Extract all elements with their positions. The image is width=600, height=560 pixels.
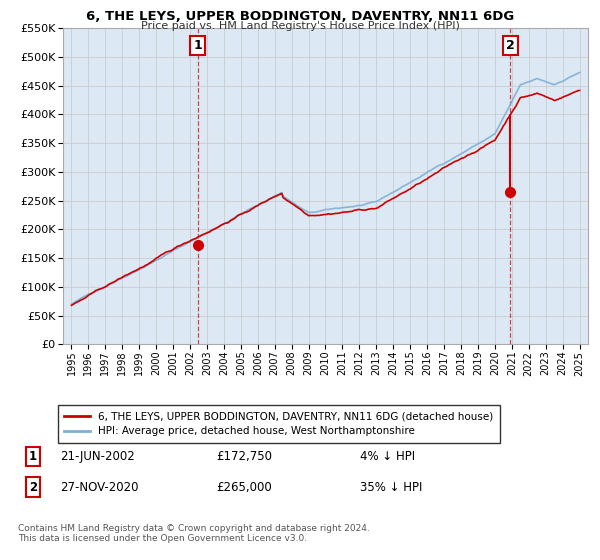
- Text: 2: 2: [506, 39, 514, 52]
- Text: 4% ↓ HPI: 4% ↓ HPI: [360, 450, 415, 463]
- Text: 21-JUN-2002: 21-JUN-2002: [60, 450, 135, 463]
- Legend: 6, THE LEYS, UPPER BODDINGTON, DAVENTRY, NN11 6DG (detached house), HPI: Average: 6, THE LEYS, UPPER BODDINGTON, DAVENTRY,…: [58, 405, 500, 443]
- Text: 1: 1: [194, 39, 202, 52]
- Text: 27-NOV-2020: 27-NOV-2020: [60, 480, 139, 494]
- Text: £265,000: £265,000: [216, 480, 272, 494]
- Text: 35% ↓ HPI: 35% ↓ HPI: [360, 480, 422, 494]
- Text: 2: 2: [29, 480, 37, 494]
- Text: £172,750: £172,750: [216, 450, 272, 463]
- Text: Price paid vs. HM Land Registry's House Price Index (HPI): Price paid vs. HM Land Registry's House …: [140, 21, 460, 31]
- Text: 1: 1: [29, 450, 37, 463]
- Text: 6, THE LEYS, UPPER BODDINGTON, DAVENTRY, NN11 6DG: 6, THE LEYS, UPPER BODDINGTON, DAVENTRY,…: [86, 10, 514, 23]
- Text: Contains HM Land Registry data © Crown copyright and database right 2024.
This d: Contains HM Land Registry data © Crown c…: [18, 524, 370, 543]
